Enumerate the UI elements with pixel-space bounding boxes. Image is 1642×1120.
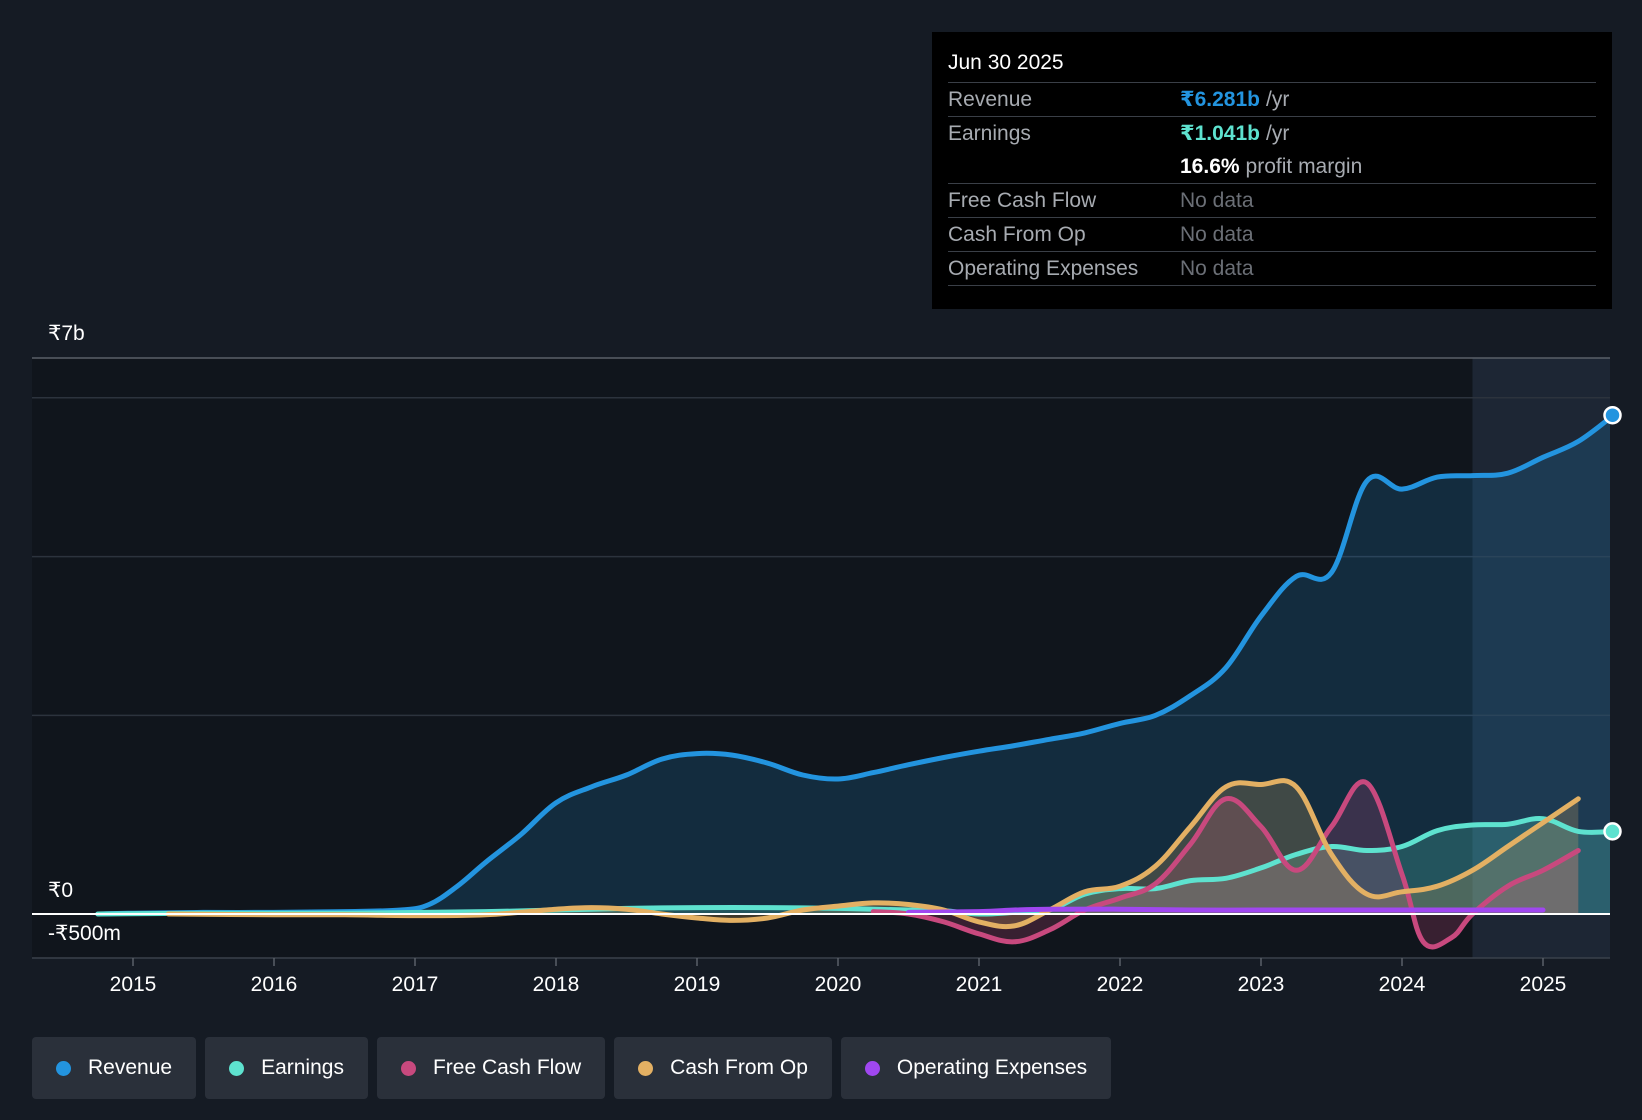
legend-label: Operating Expenses [896,1056,1088,1079]
legend-item-cash-from-op[interactable]: Cash From Op [614,1037,832,1099]
tooltip-label: Operating Expenses [948,257,1139,280]
x-tick-label: 2025 [1520,973,1567,996]
x-tick-label: 2015 [110,973,157,996]
revenue-end-marker [1603,405,1622,425]
operating-expenses-dot-icon [864,1060,880,1076]
earnings-area [97,818,1610,915]
tooltip-row-profit-margin: 16.6% profit margin [948,150,1596,184]
cash-from-op-area [168,780,1579,927]
legend-item-operating-expenses[interactable]: Operating Expenses [840,1037,1112,1099]
tooltip-date: Jun 30 2025 [948,44,1596,83]
tooltip-row-operating-expenses: Operating Expenses No data [948,252,1596,286]
tooltip-row-free-cash-flow: Free Cash Flow No data [948,184,1596,218]
x-tick-label: 2017 [392,973,439,996]
tooltip-row-earnings: Earnings ₹1.041b /yr [948,117,1596,150]
x-tick-label: 2018 [533,973,580,996]
tooltip-value: 16.6% [1180,155,1240,178]
earnings-dot-icon [229,1060,245,1076]
y-axis-zero-label: ₹0 [48,879,73,902]
tooltip-label: Cash From Op [948,223,1086,246]
x-tick-label: 2023 [1238,973,1285,996]
revenue-line [95,414,1610,917]
tooltip-value: No data [1180,189,1254,212]
revenue-dot-icon [56,1060,71,1076]
legend-label: Cash From Op [670,1056,808,1079]
operating-expenses-line [906,906,1546,915]
free-cash-flow-line [870,779,1581,950]
tooltip-row-revenue: Revenue ₹6.281b /yr [948,83,1596,117]
tooltip-unit: /yr [1266,88,1290,111]
free-cash-flow-dot-icon [400,1060,416,1076]
tooltip-value: ₹6.281b [1180,88,1260,111]
tooltip-unit: profit margin [1245,155,1363,178]
tooltip-unit: /yr [1266,122,1290,145]
cash-from-op-dot-icon [638,1060,654,1076]
line-layer [95,414,1610,950]
tooltip-row-cash-from-op: Cash From Op No data [948,218,1596,252]
x-tick-label: 2022 [1097,973,1144,996]
tooltip-value: No data [1180,257,1254,280]
y-axis-bottom-label: -₹500m [48,922,121,945]
plot-background [32,358,1610,958]
hover-tooltip: Jun 30 2025 Revenue ₹6.281b /yr Earnings… [932,32,1612,309]
chart-legend: Revenue Earnings Free Cash Flow Cash Fro… [32,1037,1112,1099]
area-layer [97,417,1610,947]
grid-layer [32,357,1610,959]
x-tick-label: 2024 [1379,973,1426,996]
legend-item-revenue[interactable]: Revenue [32,1037,197,1099]
x-tick-label: 2016 [251,973,298,996]
tooltip-value: ₹1.041b [1180,122,1260,145]
free-cash-flow-area [873,781,1579,947]
tooltip-label: Revenue [948,88,1033,111]
tooltip-label: Free Cash Flow [948,189,1097,212]
legend-item-earnings[interactable]: Earnings [205,1037,368,1099]
x-tick-label: 2019 [674,973,721,996]
legend-item-free-cash-flow[interactable]: Free Cash Flow [376,1037,606,1099]
y-axis-top-label: ₹7b [48,322,85,345]
legend-label: Earnings [261,1056,344,1079]
axis-layer: 2015 2016 2017 2018 2019 2020 2021 2022 2023 2024… [32,913,1610,996]
tooltip-label: Earnings [948,122,1031,145]
revenue-area [97,417,1610,914]
legend-label: Revenue [88,1056,173,1079]
earnings-end-marker [1603,822,1622,841]
marker-layer [1603,405,1622,841]
x-tick-label: 2020 [815,973,862,996]
tooltip-value: No data [1180,223,1254,246]
x-tick-label: 2021 [956,973,1003,996]
cash-from-op-line [165,778,1581,930]
tooltip-label [948,150,1180,183]
legend-label: Free Cash Flow [432,1056,582,1079]
